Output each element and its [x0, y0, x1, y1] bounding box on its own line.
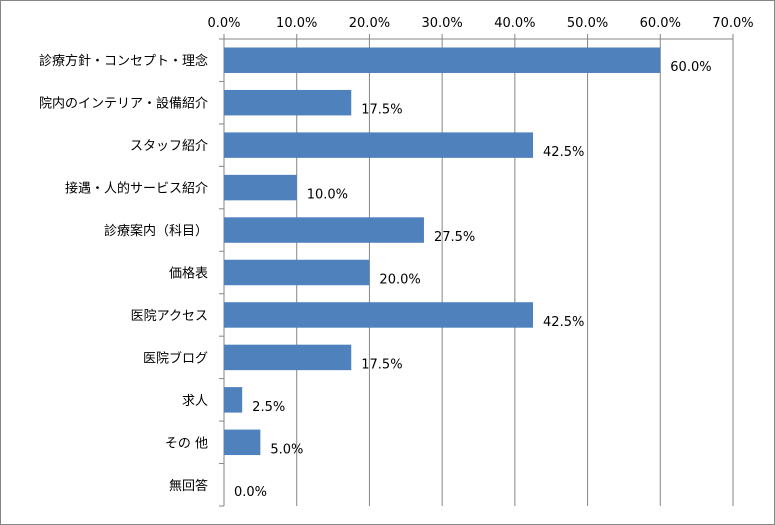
category-label: 医院ブログ [143, 350, 208, 366]
category-label: 医院アクセス [131, 309, 208, 324]
category-label: 診療案内（科目） [104, 223, 208, 239]
data-label: 17.5% [361, 103, 402, 118]
bar [224, 174, 297, 201]
category-label: 求人 [182, 394, 208, 409]
data-label: 42.5% [543, 315, 584, 330]
bar [224, 302, 534, 328]
x-tick-label: 60.0% [640, 16, 681, 31]
data-label: 2.5% [252, 400, 285, 415]
category-label: 診療方針・コンセプト・理念 [39, 53, 208, 69]
bar [224, 217, 424, 243]
category-label: 価格表 [169, 266, 208, 282]
data-label: 17.5% [361, 357, 402, 372]
data-label: 20.0% [379, 273, 420, 288]
x-tick-label: 20.0% [349, 16, 390, 31]
data-label: 5.0% [270, 442, 303, 457]
category-label: スタッフ紹介 [130, 139, 208, 154]
data-label: 27.5% [434, 230, 475, 245]
bar [224, 387, 243, 413]
x-tick-label: 50.0% [567, 16, 608, 31]
x-tick-label: 30.0% [421, 16, 462, 31]
data-label: 0.0% [234, 485, 267, 500]
data-label: 10.0% [307, 188, 348, 203]
x-tick-label: 70.0% [712, 16, 753, 31]
x-tick-label: 40.0% [494, 16, 535, 31]
category-label: その 他 [165, 436, 208, 451]
category-label: 無回答 [169, 478, 208, 494]
x-tick-label: 0.0% [207, 16, 240, 31]
bar [224, 89, 352, 116]
x-tick-label: 10.0% [276, 16, 317, 31]
bar [224, 132, 534, 158]
bar [224, 47, 661, 73]
bar [224, 429, 261, 456]
category-label: 院内のインテリア・設備紹介 [39, 96, 208, 112]
data-label: 60.0% [670, 60, 711, 75]
bar [224, 259, 370, 286]
data-label: 42.5% [543, 145, 584, 160]
category-label: 接遇・人的サービス紹介 [65, 181, 208, 197]
bar [224, 344, 352, 371]
